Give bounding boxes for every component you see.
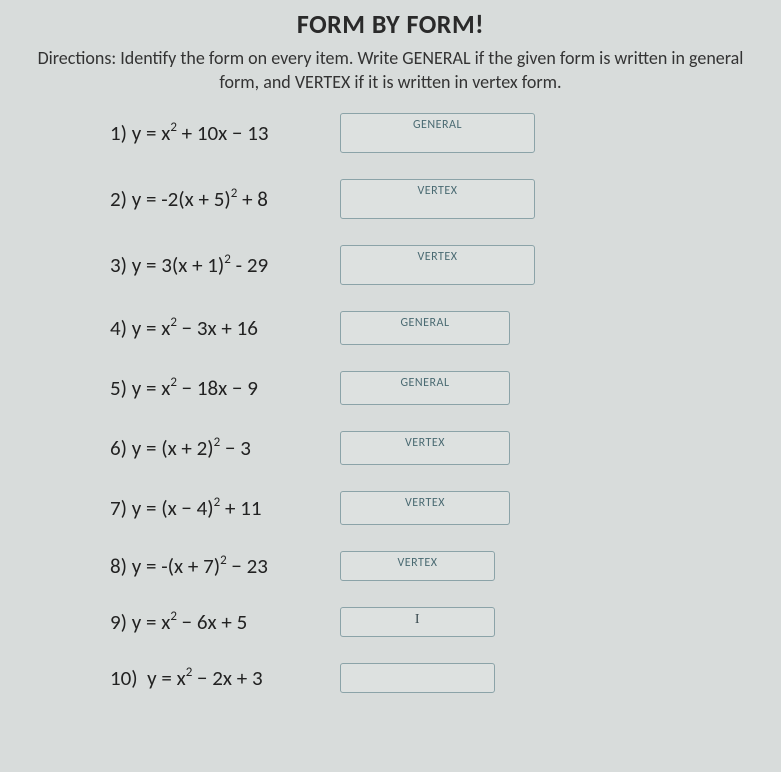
equation-text: 8) y = -(x + 7)2 − 23 (110, 553, 330, 579)
answer-input[interactable]: GENERAL (340, 371, 510, 405)
equation-text: 2) y = -2(x + 5)2 + 8 (110, 186, 330, 212)
answer-input[interactable]: VERTEX (340, 491, 510, 525)
item-row: 3) y = 3(x + 1)2 - 29 VERTEX (110, 245, 781, 285)
items-list: 1) y = x2 + 10x − 13 GENERAL 2) y = -2(x +… (0, 113, 781, 693)
item-row: 7) y = (x − 4)2 + 11 VERTEX (110, 491, 781, 525)
item-row: 1) y = x2 + 10x − 13 GENERAL (110, 113, 781, 153)
answer-input[interactable]: VERTEX (340, 245, 535, 285)
answer-input[interactable] (340, 663, 495, 693)
answer-input[interactable]: GENERAL (340, 311, 510, 345)
answer-input[interactable]: VERTEX (340, 179, 535, 219)
answer-input[interactable]: I (340, 607, 495, 637)
item-row: 4) y = x2 − 3x + 16 GENERAL (110, 311, 781, 345)
answer-input[interactable]: VERTEX (340, 551, 495, 581)
item-row: 10) y = x2 − 2x + 3 (110, 663, 781, 693)
page-title: FORM BY FORM! (0, 8, 781, 40)
directions-text: Directions: Identify the form on every i… (0, 46, 781, 95)
equation-text: 1) y = x2 + 10x − 13 (110, 120, 330, 146)
equation-text: 6) y = (x + 2)2 − 3 (110, 435, 330, 461)
equation-text: 4) y = x2 − 3x + 16 (110, 315, 330, 341)
item-row: 9) y = x2 − 6x + 5 I (110, 607, 781, 637)
item-row: 6) y = (x + 2)2 − 3 VERTEX (110, 431, 781, 465)
answer-input[interactable]: GENERAL (340, 113, 535, 153)
equation-text: 10) y = x2 − 2x + 3 (110, 665, 330, 691)
equation-text: 3) y = 3(x + 1)2 - 29 (110, 252, 330, 278)
equation-text: 9) y = x2 − 6x + 5 (110, 609, 330, 635)
item-row: 8) y = -(x + 7)2 − 23 VERTEX (110, 551, 781, 581)
answer-input[interactable]: VERTEX (340, 431, 510, 465)
equation-text: 5) y = x2 − 18x − 9 (110, 375, 330, 401)
item-row: 2) y = -2(x + 5)2 + 8 VERTEX (110, 179, 781, 219)
equation-text: 7) y = (x − 4)2 + 11 (110, 495, 330, 521)
item-row: 5) y = x2 − 18x − 9 GENERAL (110, 371, 781, 405)
